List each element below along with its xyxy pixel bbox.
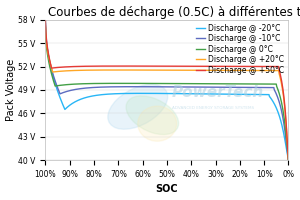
Line: Discharge @ 0°C: Discharge @ 0°C <box>45 28 288 160</box>
Line: Discharge @ +20°C: Discharge @ +20°C <box>45 26 288 160</box>
Discharge @ 0°C <box>187 82 190 85</box>
Discharge @ +50°C <box>44 19 47 21</box>
Discharge @ 0°C <box>154 82 157 85</box>
Discharge @ +50°C <box>286 159 290 161</box>
Discharge @ -20°C <box>44 20 47 22</box>
Text: Courbes de décharge (0.5C) à différentes températures: Courbes de décharge (0.5C) à différentes… <box>48 6 300 19</box>
Discharge @ -20°C <box>187 93 190 95</box>
Ellipse shape <box>138 106 177 141</box>
Discharge @ -20°C <box>226 93 230 95</box>
Line: Discharge @ -10°C: Discharge @ -10°C <box>45 24 288 160</box>
Discharge @ 0°C <box>44 26 47 29</box>
Ellipse shape <box>108 84 168 129</box>
Discharge @ -20°C <box>106 93 110 95</box>
Discharge @ +50°C <box>206 65 209 67</box>
Legend: Discharge @ -20°C, Discharge @ -10°C, Discharge @ 0°C, Discharge @ +20°C, Discha: Discharge @ -20°C, Discharge @ -10°C, Di… <box>193 20 288 78</box>
Discharge @ -10°C <box>154 86 157 88</box>
Discharge @ +50°C <box>187 65 190 67</box>
Text: PowerTech: PowerTech <box>172 85 264 100</box>
Discharge @ -10°C <box>44 22 47 25</box>
Discharge @ -10°C <box>286 159 290 161</box>
Discharge @ +50°C <box>106 65 110 67</box>
Discharge @ 0°C <box>286 159 290 161</box>
Discharge @ -10°C <box>87 87 90 89</box>
Discharge @ -10°C <box>226 86 230 88</box>
Discharge @ +50°C <box>226 65 230 68</box>
Discharge @ +20°C <box>187 69 190 71</box>
Discharge @ -20°C <box>206 93 209 95</box>
Discharge @ +50°C <box>154 65 157 67</box>
Y-axis label: Pack Voltage: Pack Voltage <box>6 59 16 121</box>
Discharge @ -20°C <box>87 96 90 98</box>
Discharge @ +20°C <box>87 69 90 71</box>
Discharge @ +20°C <box>154 69 157 71</box>
Discharge @ +20°C <box>226 69 230 72</box>
Discharge @ -20°C <box>154 92 157 95</box>
Ellipse shape <box>126 96 178 135</box>
Discharge @ -10°C <box>106 86 110 88</box>
Discharge @ -10°C <box>206 86 209 88</box>
Discharge @ 0°C <box>206 83 209 85</box>
Discharge @ 0°C <box>87 82 90 85</box>
Discharge @ -10°C <box>187 86 190 88</box>
Discharge @ +20°C <box>206 69 209 72</box>
Discharge @ 0°C <box>106 82 110 85</box>
Discharge @ +20°C <box>106 69 110 71</box>
Discharge @ -20°C <box>286 159 290 161</box>
Line: Discharge @ +50°C: Discharge @ +50°C <box>45 20 288 160</box>
Discharge @ 0°C <box>226 83 230 85</box>
Discharge @ +50°C <box>87 65 90 67</box>
Discharge @ +20°C <box>44 25 47 27</box>
Line: Discharge @ -20°C: Discharge @ -20°C <box>45 21 288 160</box>
Discharge @ +20°C <box>286 159 290 161</box>
Text: ADVANCED ENERGY STORAGE SYSTEMS: ADVANCED ENERGY STORAGE SYSTEMS <box>172 106 254 110</box>
X-axis label: SOC: SOC <box>156 184 178 194</box>
